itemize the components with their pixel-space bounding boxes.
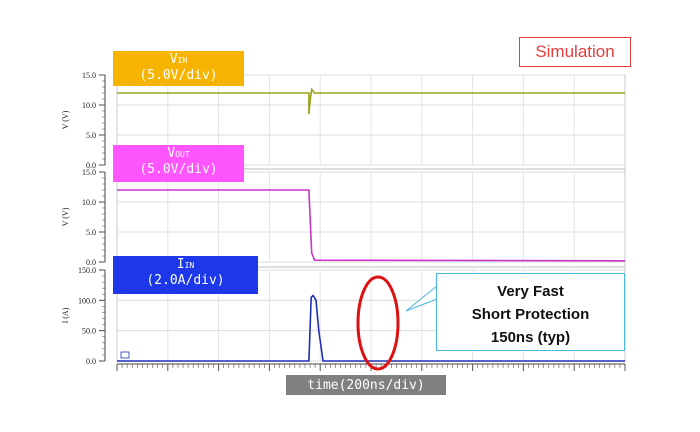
y-tick-label: 0.0 bbox=[86, 258, 96, 267]
vout-label-main: V bbox=[167, 146, 176, 161]
callout-line-2: Short Protection bbox=[471, 306, 590, 323]
vin-label-main: V bbox=[169, 52, 178, 67]
y-tick-label: 0.0 bbox=[86, 161, 96, 170]
callout-line-3: 150ns (typ) bbox=[490, 329, 571, 346]
y-tick-label: 50.0 bbox=[82, 327, 96, 336]
cursor-marker bbox=[120, 351, 130, 359]
y-tick-label: 5.0 bbox=[86, 228, 96, 237]
series-line-2 bbox=[117, 189, 626, 262]
vout-label-sub: OUT bbox=[175, 150, 190, 159]
y-tick-label: 5.0 bbox=[86, 131, 96, 140]
iin-label-sub: IN bbox=[184, 261, 195, 270]
vout-scale: (5.0V/div) bbox=[139, 162, 218, 177]
iin-channel-label: IIN (2.0A/div) bbox=[113, 256, 258, 294]
y-tick-label: 150.0 bbox=[78, 266, 96, 275]
y-tick-label: 100.0 bbox=[78, 296, 96, 305]
y-tick-label: 10.0 bbox=[82, 101, 96, 110]
y-axis-label: V (V) bbox=[61, 207, 70, 226]
y-tick-label: 10.0 bbox=[82, 198, 96, 207]
callout-line-1: Very Fast bbox=[497, 283, 564, 300]
iin-scale: (2.0A/div) bbox=[146, 273, 225, 288]
protection-callout: Very Fast Short Protection 150ns (typ) bbox=[436, 273, 625, 351]
iin-label-main: I bbox=[176, 257, 185, 272]
vin-scale: (5.0V/div) bbox=[139, 68, 218, 83]
y-tick-label: 15.0 bbox=[82, 71, 96, 80]
spike-highlight-ellipse bbox=[356, 275, 400, 371]
y-tick-label: 0.0 bbox=[86, 357, 96, 366]
series-line-3 bbox=[117, 294, 625, 362]
vout-channel-label: VOUT (5.0V/div) bbox=[113, 145, 244, 182]
y-tick-label: 15.0 bbox=[82, 168, 96, 177]
vin-label-sub: IN bbox=[177, 56, 188, 65]
y-axis-label: V (V) bbox=[61, 110, 70, 129]
simulation-badge: Simulation bbox=[519, 37, 631, 67]
callout-pointer bbox=[405, 285, 438, 312]
y-axis-label: I (A) bbox=[61, 307, 70, 323]
x-axis-label: time(200ns/div) bbox=[286, 375, 446, 395]
series-line-1 bbox=[117, 87, 625, 115]
vin-channel-label: VIN (5.0V/div) bbox=[113, 51, 244, 86]
